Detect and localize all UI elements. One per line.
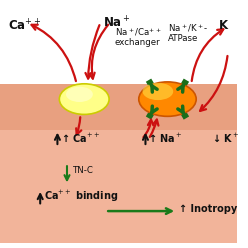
Text: K: K xyxy=(219,19,228,32)
Text: Ca$^{++}$: Ca$^{++}$ xyxy=(8,19,41,34)
Text: Ca$^{++}$ binding: Ca$^{++}$ binding xyxy=(44,189,118,204)
Ellipse shape xyxy=(143,83,173,100)
Text: exchanger: exchanger xyxy=(115,38,160,47)
Bar xyxy=(0,5,237,96)
Text: TN-C: TN-C xyxy=(73,166,93,175)
Text: Na$^+$/K$^+$-: Na$^+$/K$^+$- xyxy=(168,23,209,34)
Text: ↑ Na$^+$: ↑ Na$^+$ xyxy=(148,132,183,145)
Ellipse shape xyxy=(139,82,196,116)
Text: ↑ Inotropy: ↑ Inotropy xyxy=(179,204,237,214)
Ellipse shape xyxy=(59,84,109,114)
Text: ATPase: ATPase xyxy=(168,34,199,43)
Text: ↓ K$^+$: ↓ K$^+$ xyxy=(213,132,240,144)
Text: ↑ Ca$^{++}$: ↑ Ca$^{++}$ xyxy=(61,132,100,145)
Bar xyxy=(0,84,237,130)
Ellipse shape xyxy=(66,87,93,102)
Bar xyxy=(0,96,237,243)
Text: Na$^+$/Ca$^{++}$: Na$^+$/Ca$^{++}$ xyxy=(115,26,161,38)
Text: Na$^+$: Na$^+$ xyxy=(103,15,131,30)
